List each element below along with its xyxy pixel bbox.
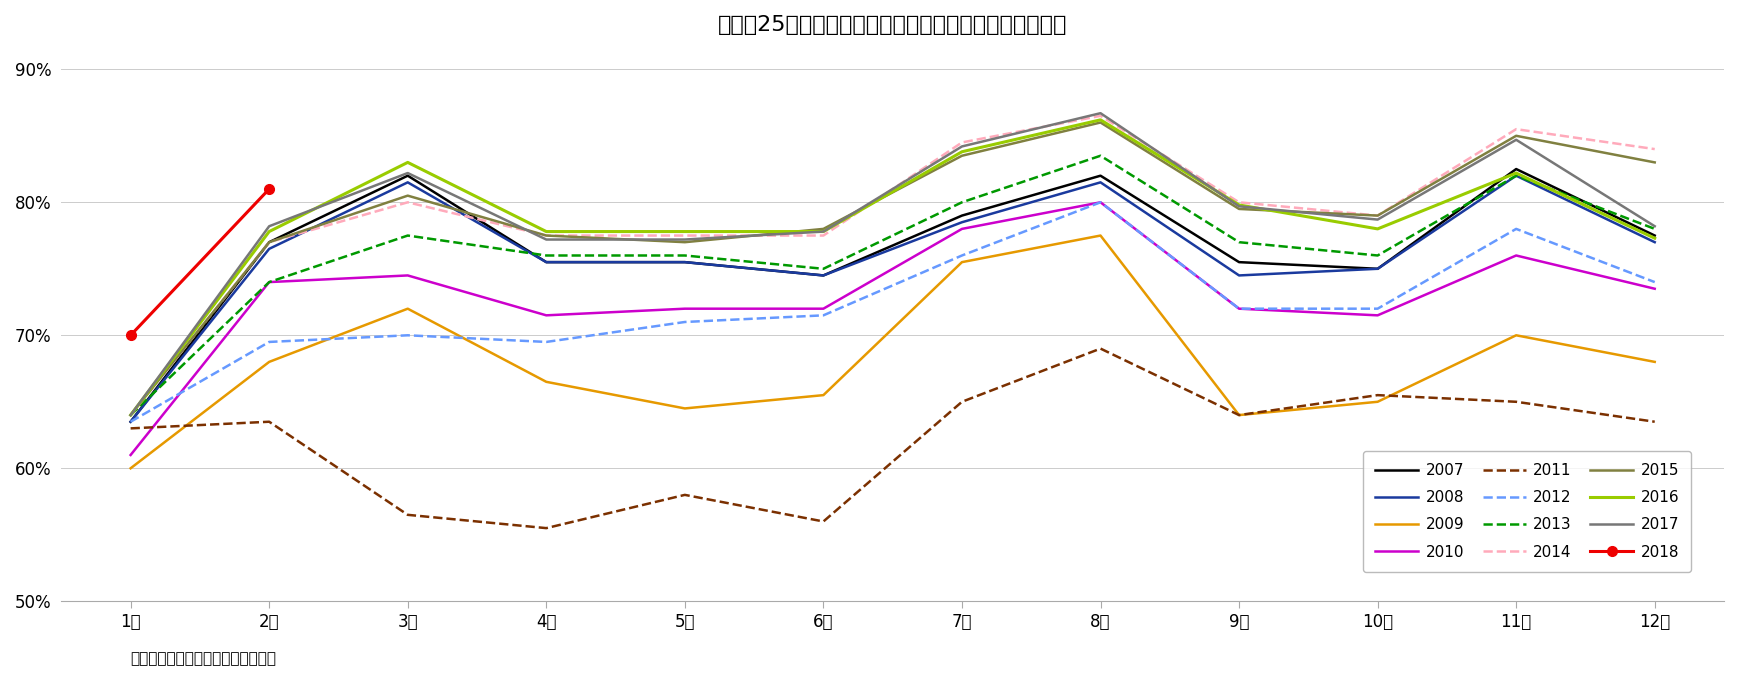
Text: （出所）オータパブリケイションズ: （出所）オータパブリケイションズ — [130, 651, 277, 666]
Title: 図表－25　ホテル客室稼働率の暦年月次ベース（全国）: 図表－25 ホテル客室稼働率の暦年月次ベース（全国） — [718, 15, 1068, 35]
Legend: 2007, 2008, 2009, 2010, 2011, 2012, 2013, 2014, 2015, 2016, 2017, 2018: 2007, 2008, 2009, 2010, 2011, 2012, 2013… — [1363, 451, 1692, 572]
